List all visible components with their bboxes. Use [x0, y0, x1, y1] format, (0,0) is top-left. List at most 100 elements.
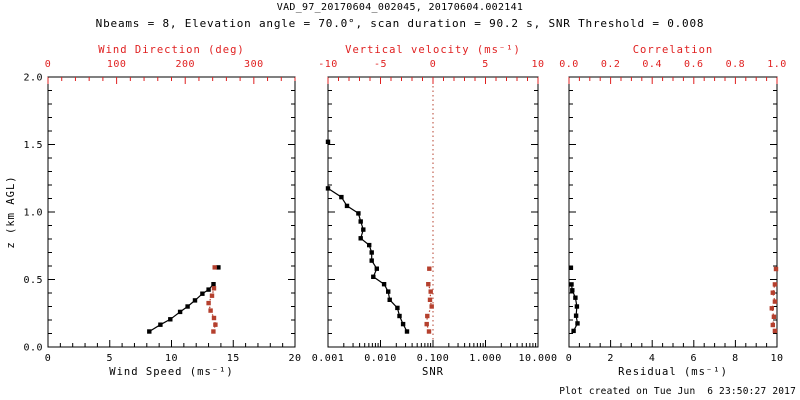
axis-tick-label: 6	[691, 353, 698, 364]
snr-series	[325, 139, 410, 334]
vertical-velocity-series	[424, 266, 434, 334]
wind-speed-point	[177, 309, 183, 315]
snr-point	[325, 139, 331, 144]
axis-tick-label: 0	[566, 353, 573, 364]
snr-point	[371, 274, 376, 279]
residual-point	[573, 295, 578, 300]
correlation-point	[772, 282, 778, 287]
bottom-axis-title: Wind Speed (ms⁻¹)	[109, 366, 233, 378]
axis-tick-label: 100	[107, 59, 127, 70]
axis-tick-label: 10	[165, 353, 178, 364]
axis-tick-label: 20	[288, 353, 301, 364]
wind-direction-point	[211, 315, 217, 321]
axis-tick-label: 0.0	[559, 59, 579, 70]
vertical-velocity-point	[427, 297, 433, 302]
correlation-point	[770, 290, 775, 295]
vertical-velocity-point	[428, 289, 433, 294]
wind-direction-point	[209, 293, 215, 298]
snr-point	[344, 203, 350, 209]
snr-point	[369, 258, 374, 263]
correlation-point	[773, 266, 779, 272]
wind-speed-point	[211, 282, 216, 287]
vertical-velocity-point	[424, 321, 429, 327]
axis-tick-label: 1.0	[23, 208, 43, 219]
residual-point	[575, 321, 580, 326]
wind-direction-point	[206, 300, 211, 306]
top-axis-title: Wind Direction (deg)	[98, 44, 244, 56]
wind-speed-point	[185, 304, 190, 309]
axis-tick-label: 8	[732, 353, 739, 364]
wind-speed-point	[216, 265, 221, 270]
wind-direction-point	[213, 322, 218, 327]
correlation-point	[772, 328, 778, 334]
correlation-point	[770, 322, 775, 328]
vertical-velocity-point	[429, 304, 434, 309]
vertical-velocity-point	[426, 282, 431, 287]
wind-speed-point	[200, 291, 205, 296]
wind-direction-point	[208, 308, 213, 313]
axis-tick-label: 0	[45, 59, 52, 70]
snr-point	[339, 194, 344, 200]
axis-tick-label: 0.5	[23, 275, 43, 286]
wind-direction-point	[211, 329, 216, 334]
axis-tick-label: -5	[374, 59, 387, 70]
axis-tick-label: 4	[649, 353, 656, 364]
snr-point	[400, 321, 406, 327]
axis-tick-label: 0.2	[601, 59, 621, 70]
wind-speed-point	[206, 287, 211, 292]
residual-point	[569, 282, 574, 287]
plot-box	[568, 76, 778, 348]
vertical-velocity-point	[425, 313, 430, 319]
snr-panel: 0.001 0.010 0.100 1.000 10.000 SNR -10 -5 0 5 10 Ve…	[312, 44, 557, 378]
residual-series	[568, 265, 580, 334]
vertical-velocity-point	[426, 329, 432, 334]
snr-point	[356, 211, 361, 216]
snr-point	[397, 313, 402, 319]
axis-tick-label: 10	[770, 353, 783, 364]
axis-tick-label: 1.0	[767, 59, 787, 70]
plot-created-timestamp: Plot created on Tue Jun 6 23:50:27 2017	[559, 386, 796, 397]
axis-tick-label: 15	[227, 353, 240, 364]
axis-tick-label: 1.5	[23, 140, 43, 151]
residual-point	[574, 304, 580, 309]
figure-subtitle: Nbeams = 8, Elevation angle = 70.0°, sca…	[95, 17, 705, 30]
wind-speed-point	[158, 322, 163, 327]
axis-tick-label: 0.6	[684, 59, 704, 70]
wind-speed-point	[192, 298, 198, 303]
residual-point	[573, 313, 579, 318]
axis-tick-label: 5	[482, 59, 489, 70]
axis-tick-label: -10	[318, 59, 338, 70]
snr-point	[395, 305, 400, 311]
axis-tick-label: 1.000	[469, 353, 502, 364]
residual-panel: 0 2 4 6 8 10 Residual (ms⁻¹) 0.0 0.2 0.4 0.6 0.8 1.0…	[559, 44, 787, 378]
wind-direction-point	[211, 286, 217, 291]
snr-point	[404, 329, 410, 334]
axis-tick-label: 0	[430, 59, 437, 70]
residual-point	[571, 328, 576, 334]
axis-tick-label: 0	[45, 353, 52, 364]
axis-tick-label: 0.0	[23, 343, 43, 354]
top-axis-title: Correlation	[633, 44, 714, 56]
axis-tick-label: 5	[106, 353, 113, 364]
axis-tick-label: 200	[175, 59, 195, 70]
correlation-point	[769, 306, 774, 311]
axis-tick-label: 0.8	[726, 59, 746, 70]
wind-direction-point	[212, 265, 217, 270]
snr-point	[325, 186, 331, 191]
snr-point	[361, 227, 366, 232]
axis-tick-label: 0.4	[642, 59, 662, 70]
residual-point	[568, 265, 574, 270]
figure-title: VAD_97_20170604_002045, 20170604.002141	[276, 2, 524, 13]
y-axis-title: z (km AGL)	[5, 175, 17, 248]
snr-point	[374, 266, 379, 271]
top-axis-title: Vertical velocity (ms⁻¹)	[345, 44, 521, 56]
correlation-series	[769, 266, 779, 334]
axis-tick-label: 2	[607, 353, 614, 364]
wind-speed-point	[147, 329, 152, 334]
vertical-velocity-point	[427, 266, 432, 271]
plot-box	[47, 76, 296, 348]
axis-tick-label: 0.001	[312, 353, 345, 364]
snr-point	[386, 289, 391, 294]
snr-point	[367, 242, 372, 248]
axis-tick-label: 2.0	[23, 73, 43, 84]
